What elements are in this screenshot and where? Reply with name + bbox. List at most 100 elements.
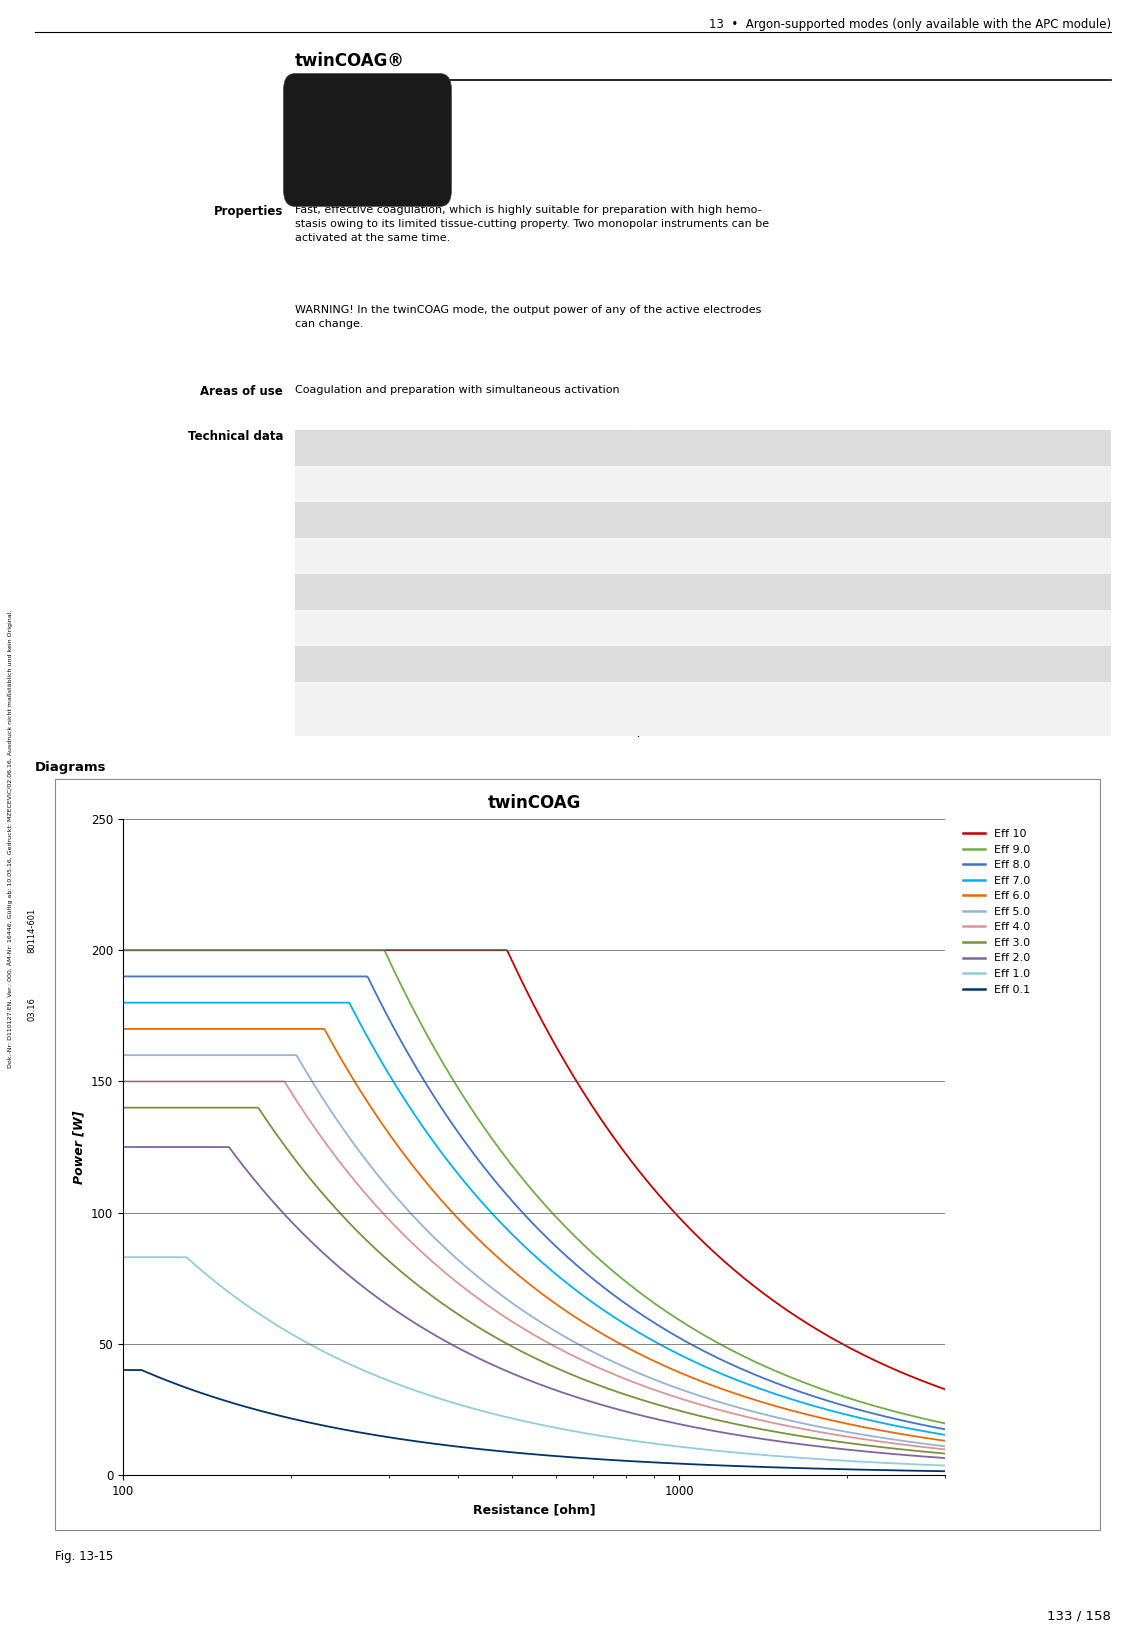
Eff 7.0 bbox=[639, 1327, 653, 1346]
Line: Eff 0.1: Eff 0.1 bbox=[123, 1369, 945, 1471]
Eff 8.0 bbox=[824, 1392, 838, 1412]
Text: 150 Ohm: 150 Ohm bbox=[644, 551, 694, 561]
Eff 4.0 bbox=[594, 1358, 607, 1378]
Eff 8.0 bbox=[939, 1419, 952, 1438]
Y-axis label: Power [W]: Power [W] bbox=[72, 1110, 86, 1184]
Eff 3.0 bbox=[116, 1098, 129, 1118]
Text: Diagrams: Diagrams bbox=[36, 761, 107, 774]
Text: Designed load resistance: Designed load resistance bbox=[301, 551, 441, 561]
Text: 350 kHz (no load) ±10%: 350 kHz (no load) ±10% bbox=[644, 478, 780, 488]
Eff 3.0 bbox=[594, 1376, 607, 1396]
Text: Nominal frequency: Nominal frequency bbox=[301, 478, 407, 488]
Eff 6.0 bbox=[824, 1411, 838, 1430]
Eff 0.1 bbox=[615, 1450, 629, 1470]
Title: twinCOAG: twinCOAG bbox=[487, 794, 581, 812]
Text: Max. output across the designed load
resistor: Max. output across the designed load res… bbox=[301, 699, 511, 720]
Eff 0.1 bbox=[739, 1457, 753, 1476]
Line: Eff 4.0: Eff 4.0 bbox=[123, 1082, 945, 1450]
Text: 133 / 158: 133 / 158 bbox=[1047, 1609, 1110, 1623]
Eff 9.0 bbox=[116, 940, 129, 960]
Eff 9.0 bbox=[615, 1269, 629, 1289]
Eff 1.0 bbox=[939, 1455, 952, 1475]
Eff 10 bbox=[824, 1328, 838, 1348]
Eff 2.0 bbox=[639, 1407, 653, 1427]
Eff 1.0 bbox=[639, 1432, 653, 1452]
Eff 3.0 bbox=[166, 1098, 180, 1118]
Eff 9.0 bbox=[739, 1348, 753, 1368]
Line: Eff 10: Eff 10 bbox=[123, 950, 945, 1389]
Eff 10 bbox=[739, 1271, 753, 1291]
Eff 6.0 bbox=[594, 1323, 607, 1343]
Eff 5.0 bbox=[639, 1366, 653, 1386]
Eff 8.0 bbox=[594, 1274, 607, 1294]
Text: Fig. 13-15: Fig. 13-15 bbox=[55, 1550, 113, 1563]
Eff 4.0 bbox=[166, 1072, 180, 1092]
Eff 7.0 bbox=[824, 1401, 838, 1420]
Eff 2.0 bbox=[739, 1427, 753, 1447]
Line: Eff 1.0: Eff 1.0 bbox=[123, 1258, 945, 1465]
Eff 10 bbox=[594, 1108, 607, 1128]
Eff 2.0 bbox=[824, 1438, 838, 1458]
Eff 4.0 bbox=[939, 1440, 952, 1460]
Text: twinCOAG®: twinCOAG® bbox=[295, 53, 405, 71]
Eff 3.0 bbox=[824, 1430, 838, 1450]
Eff 0.1 bbox=[116, 1360, 129, 1379]
Line: Eff 3.0: Eff 3.0 bbox=[123, 1108, 945, 1453]
Eff 5.0 bbox=[594, 1346, 607, 1366]
Eff 5.0 bbox=[116, 1046, 129, 1065]
Eff 6.0 bbox=[116, 1019, 129, 1039]
Eff 5.0 bbox=[939, 1437, 952, 1457]
Eff 5.0 bbox=[166, 1046, 180, 1065]
Text: WARNING! In the twinCOAG mode, the output power of any of the active electrodes
: WARNING! In the twinCOAG mode, the outpu… bbox=[295, 306, 761, 329]
Line: Eff 7.0: Eff 7.0 bbox=[123, 1003, 945, 1435]
Eff 7.0 bbox=[739, 1374, 753, 1394]
Eff 6.0 bbox=[166, 1019, 180, 1039]
Eff 4.0 bbox=[824, 1424, 838, 1443]
Eff 1.0 bbox=[166, 1248, 180, 1268]
Eff 9.0 bbox=[594, 1251, 607, 1271]
Text: Areas of use: Areas of use bbox=[201, 385, 283, 398]
Eff 1.0 bbox=[739, 1443, 753, 1463]
Eff 2.0 bbox=[594, 1394, 607, 1414]
Eff 10 bbox=[939, 1379, 952, 1399]
Eff 4.0 bbox=[116, 1072, 129, 1092]
Eff 3.0 bbox=[939, 1443, 952, 1463]
Eff 3.0 bbox=[739, 1417, 753, 1437]
Eff 1.0 bbox=[615, 1429, 629, 1448]
Eff 6.0 bbox=[939, 1430, 952, 1450]
Eff 2.0 bbox=[166, 1138, 180, 1157]
Eff 7.0 bbox=[594, 1299, 607, 1318]
Eff 0.1 bbox=[639, 1452, 653, 1471]
Line: Eff 6.0: Eff 6.0 bbox=[123, 1029, 945, 1440]
Text: Number of effects: Number of effects bbox=[301, 623, 401, 633]
Eff 0.1 bbox=[939, 1462, 952, 1481]
Eff 4.0 bbox=[739, 1407, 753, 1427]
Text: Properties: Properties bbox=[213, 206, 283, 219]
Eff 8.0 bbox=[166, 967, 180, 986]
Text: Consistency of effects: Consistency of effects bbox=[301, 659, 424, 669]
Eff 10 bbox=[615, 1139, 629, 1159]
Text: 0.1 – 10.0: 0.1 – 10.0 bbox=[644, 623, 699, 633]
Text: Pulse-modulated sinusoidal AC voltage: Pulse-modulated sinusoidal AC voltage bbox=[644, 442, 861, 454]
Text: 240 watts: 240 watts bbox=[644, 704, 699, 713]
Eff 3.0 bbox=[615, 1384, 629, 1404]
Eff 9.0 bbox=[166, 940, 180, 960]
X-axis label: Resistance [ohm]: Resistance [ohm] bbox=[472, 1503, 595, 1516]
Eff 7.0 bbox=[615, 1312, 629, 1332]
Eff 8.0 bbox=[739, 1361, 753, 1381]
Text: 80114-601: 80114-601 bbox=[28, 907, 37, 954]
Eff 5.0 bbox=[824, 1419, 838, 1438]
Text: Crest factor: Crest factor bbox=[301, 515, 367, 524]
Eff 8.0 bbox=[615, 1291, 629, 1310]
Eff 1.0 bbox=[594, 1425, 607, 1445]
Text: 2000 V: 2000 V bbox=[644, 587, 683, 597]
Eff 9.0 bbox=[939, 1414, 952, 1434]
Text: Technical data: Technical data bbox=[188, 431, 283, 442]
Eff 2.0 bbox=[116, 1138, 129, 1157]
Eff 1.0 bbox=[824, 1450, 838, 1470]
Eff 9.0 bbox=[639, 1287, 653, 1307]
Eff 1.0 bbox=[116, 1248, 129, 1268]
Eff 7.0 bbox=[116, 993, 129, 1013]
Eff 7.0 bbox=[166, 993, 180, 1013]
Eff 6.0 bbox=[739, 1388, 753, 1407]
